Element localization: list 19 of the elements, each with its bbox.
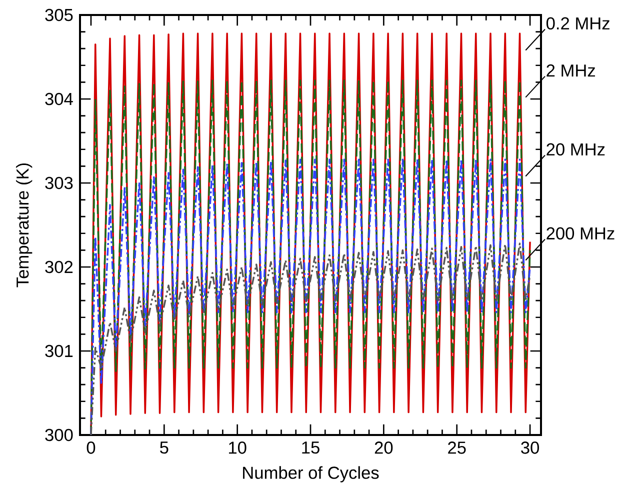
x-tick-label: 15 bbox=[302, 442, 320, 454]
x-tick-label: 30 bbox=[521, 442, 539, 454]
series-label: 2 MHz bbox=[546, 64, 595, 76]
x-tick-label: 5 bbox=[160, 442, 168, 454]
y-tick-label: 305 bbox=[45, 8, 73, 22]
x-tick-label: 25 bbox=[448, 442, 466, 454]
x-tick-label: 0 bbox=[86, 442, 96, 454]
y-tick-label: 302 bbox=[45, 260, 73, 274]
y-tick-label: 303 bbox=[45, 176, 73, 190]
x-axis-title: Number of Cycles bbox=[243, 466, 379, 482]
series-label: 0.2 MHz bbox=[546, 17, 610, 30]
y-tick-label: 301 bbox=[45, 344, 73, 358]
x-tick-label: 10 bbox=[229, 442, 246, 454]
series-label: 200 MHz bbox=[546, 227, 614, 240]
x-tick-label: 20 bbox=[374, 442, 393, 454]
series-label: 20 MHz bbox=[546, 143, 605, 156]
y-tick-label: 300 bbox=[45, 428, 73, 442]
y-axis-title: Temperature (K) bbox=[16, 163, 32, 288]
y-tick-label: 304 bbox=[45, 92, 73, 106]
